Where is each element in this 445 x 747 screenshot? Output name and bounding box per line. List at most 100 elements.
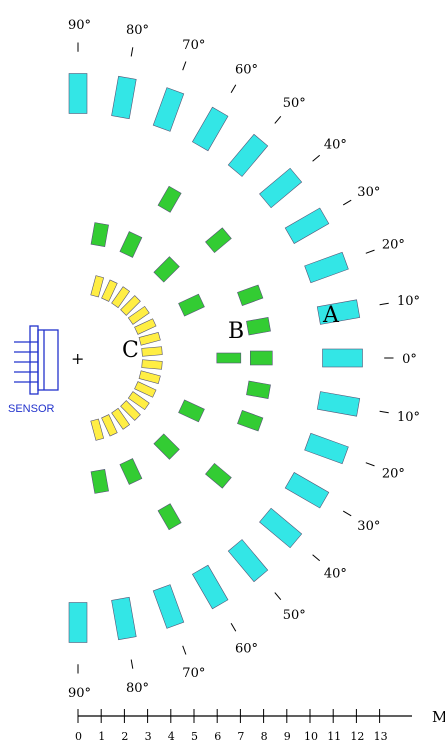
- zone-c-cell: [111, 407, 131, 430]
- zone-b-cell: [119, 231, 143, 258]
- angle-label: 30°: [357, 519, 380, 534]
- zone-a-cell: [316, 299, 361, 325]
- zone-b-cell: [178, 293, 205, 317]
- zone-a-cell: [227, 133, 269, 177]
- angle-tick: [274, 115, 282, 124]
- angle-tick: [130, 47, 134, 57]
- zone-b-cell: [157, 185, 182, 213]
- zone-b-cell: [178, 399, 205, 423]
- scale-tick-label: 8: [261, 730, 268, 743]
- zone-label-b: B: [228, 319, 244, 344]
- zone-a-cell: [284, 471, 330, 509]
- zone-a-cell: [111, 75, 137, 120]
- zone-a-cell: [259, 507, 303, 549]
- scale-tick-label: 4: [168, 730, 175, 743]
- zone-a-cell: [152, 87, 185, 132]
- angle-label: 70°: [182, 666, 205, 681]
- zone-b-cell: [205, 227, 232, 254]
- angle-tick: [312, 554, 321, 562]
- zone-c-cell: [138, 331, 161, 346]
- scale-tick-label: 5: [191, 730, 198, 743]
- angle-label: 10°: [397, 294, 420, 309]
- zone-a-cell: [322, 348, 363, 368]
- zone-c-cell: [134, 318, 157, 335]
- zone-b-cell: [119, 458, 143, 485]
- distance-scale: 0 1 2 3 4 5 6 7 8 9 10 11 12 13 M: [75, 708, 445, 743]
- scale-tick-label: 3: [145, 730, 152, 743]
- zone-c-cell: [90, 418, 105, 441]
- zone-b-cell: [153, 433, 180, 460]
- sensor-label: SENSOR: [8, 403, 55, 415]
- zone-b-cell: [153, 256, 180, 283]
- scale-tick-label: 11: [327, 730, 341, 743]
- angle-tick: [230, 84, 237, 94]
- zone-c-cell: [127, 305, 150, 325]
- zone-c-cell: [120, 400, 141, 421]
- angle-label: 60°: [235, 63, 258, 78]
- zone-a-cell: [191, 106, 229, 152]
- angle-tick: [342, 199, 352, 206]
- zone-b-cell: [90, 469, 109, 494]
- zone-b-cell: [246, 380, 271, 399]
- zone-a-cell: [111, 596, 137, 641]
- zone-b-cell: [90, 222, 109, 247]
- zone-b-cell: [237, 284, 264, 307]
- angle-label: 60°: [235, 641, 258, 656]
- angle-tick: [379, 410, 389, 414]
- angle-tick: [130, 659, 134, 669]
- zone-a-cell: [304, 251, 349, 284]
- zone-c-cell: [138, 370, 161, 385]
- zone-c-cell: [120, 295, 141, 316]
- angle-tick: [379, 302, 389, 306]
- scale-tick-label: 2: [121, 730, 128, 743]
- angle-label: 20°: [382, 466, 405, 481]
- angle-label: 0°: [402, 352, 417, 367]
- zone-b-cell: [249, 350, 273, 366]
- scale-tick-label: 1: [98, 730, 105, 743]
- zone-a-cell: [284, 207, 330, 245]
- zone-label-a: A: [322, 303, 340, 328]
- zone-a-cell: [259, 167, 303, 209]
- angle-tick: [230, 622, 237, 632]
- angle-tick: [274, 592, 282, 601]
- zone-c-cell: [101, 279, 118, 302]
- angle-label: 90°: [68, 18, 91, 33]
- angle-label: 80°: [126, 681, 149, 696]
- zone-c-cell: [101, 414, 118, 437]
- zone-a-cell: [68, 73, 88, 114]
- scale-tick-label: 10: [304, 730, 318, 743]
- angle-tick: [182, 61, 187, 71]
- angle-label: 20°: [382, 238, 405, 253]
- angle-tick: [182, 645, 187, 655]
- zone-c-cell: [141, 359, 163, 370]
- zone-a-cell: [152, 584, 185, 629]
- scale-tick-label: 13: [374, 730, 388, 743]
- zone-c-cell: [90, 275, 105, 298]
- zone-c-cell: [127, 391, 150, 411]
- scale-tick-label: 9: [284, 730, 291, 743]
- zone-b-cell: [157, 503, 182, 531]
- scale-unit-label: M: [432, 708, 445, 726]
- angle-label: 30°: [357, 185, 380, 200]
- angle-label: 40°: [324, 137, 347, 152]
- angle-tick: [342, 510, 352, 517]
- zone-label-c: C: [122, 338, 139, 363]
- angle-label: 10°: [397, 410, 420, 425]
- zone-b-cell: [205, 462, 232, 489]
- angle-label: 40°: [324, 567, 347, 582]
- scale-tick-label: 6: [214, 730, 221, 743]
- zone-b-cell: [237, 409, 264, 432]
- angle-label: 50°: [283, 96, 306, 111]
- zone-a-cell: [304, 432, 349, 465]
- scale-tick-label: 0: [75, 730, 82, 743]
- zone-b-cell: [246, 317, 271, 336]
- zone-a-cell: [227, 539, 269, 583]
- angle-label: 90°: [68, 686, 91, 701]
- zone-a-cell: [191, 564, 229, 610]
- center-mark: +: [71, 349, 84, 368]
- sensor-icon: [14, 325, 59, 395]
- scale-tick-label: 7: [237, 730, 244, 743]
- zone-a-cell: [68, 602, 88, 643]
- angle-tick: [365, 249, 375, 254]
